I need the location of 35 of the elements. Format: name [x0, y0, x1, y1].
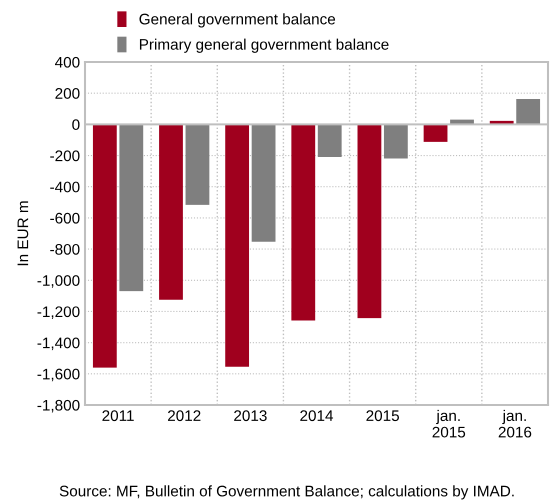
x-tick-label: 2011: [102, 410, 134, 422]
y-tick-label: -200: [50, 150, 80, 162]
y-tick-label: 400: [55, 56, 80, 68]
x-tick-label: 2012: [168, 410, 200, 422]
y-tick-label: -400: [50, 182, 80, 192]
x-tick-label: 2014: [300, 410, 334, 422]
x-tick-label: 2015: [366, 410, 399, 422]
x-tick-label: 2013: [234, 410, 267, 422]
bar: [384, 124, 408, 159]
bar: [516, 98, 540, 124]
y-tick-label: -1,400: [38, 338, 80, 350]
bar: [291, 124, 316, 320]
x-tick-label: jan. 2016: [498, 410, 532, 438]
x-tick-label: jan. 2015: [432, 410, 466, 438]
legend-label: Primary general government balance: [140, 38, 389, 53]
y-tick-label: -1,800: [38, 400, 80, 412]
y-tick-label: -1,000: [38, 275, 80, 288]
y-axis-title: In EUR m: [18, 201, 28, 266]
bar: [318, 124, 342, 157]
y-tick-label: -600: [50, 212, 80, 224]
bar: [424, 124, 448, 142]
y-tick-label: -1,600: [38, 368, 80, 382]
bar: [119, 124, 144, 292]
bar: [225, 124, 250, 367]
bar: [358, 124, 382, 318]
y-tick-label: -800: [50, 244, 80, 255]
y-tick-label: 0: [72, 119, 80, 130]
bar: [92, 124, 117, 368]
y-tick-label: -1,200: [38, 306, 80, 319]
source-note: Source: MF, Bulletin of Government Balance; calculations by IMAD.: [60, 485, 514, 500]
legend-label: General government balance: [139, 13, 336, 28]
y-tick-label: 200: [55, 88, 80, 99]
bar: [252, 124, 276, 242]
bar: [186, 124, 210, 205]
bar: [159, 124, 183, 300]
